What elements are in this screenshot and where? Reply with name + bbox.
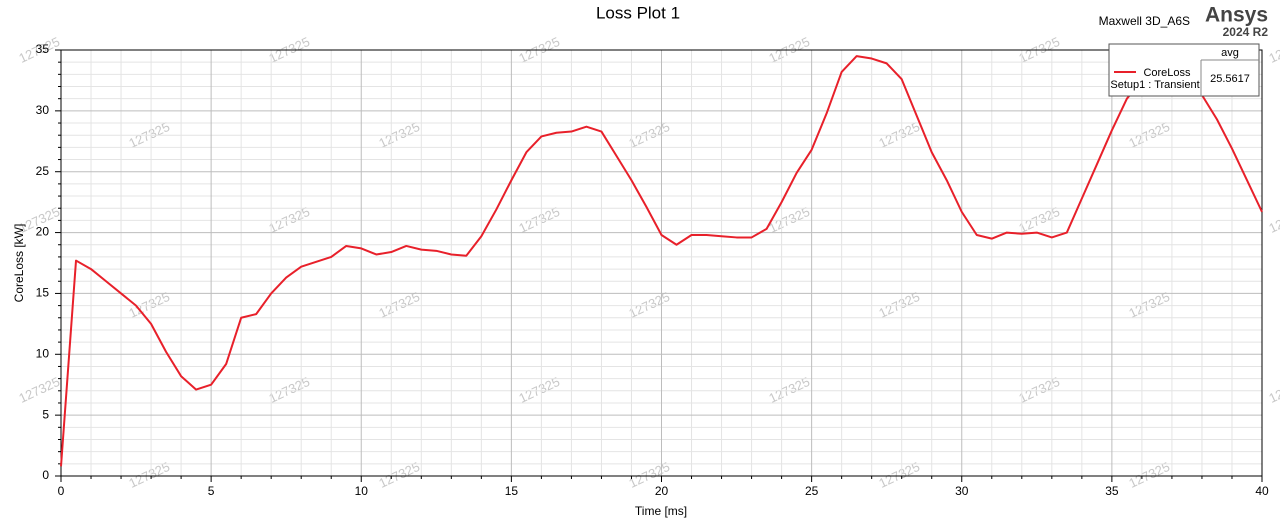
x-tick-label: 15 (505, 484, 519, 498)
y-tick-label: 10 (36, 346, 50, 360)
y-tick-label: 25 (36, 164, 50, 178)
series-line (60, 55, 1263, 467)
grid (55, 49, 1263, 482)
legend-avg: 25.5617 (1210, 73, 1250, 85)
watermark: 127325 (1266, 204, 1280, 236)
brand: Ansys (1205, 4, 1268, 27)
watermark: 127325 (16, 374, 62, 406)
y-tick-label: 15 (36, 286, 50, 300)
x-tick-label: 0 (58, 484, 65, 498)
x-tick-label: 20 (655, 484, 669, 498)
x-axis-label: Time [ms] (635, 504, 687, 518)
version: 2024 R2 (1223, 25, 1269, 39)
plot-frame (60, 49, 1263, 477)
x-tick-label: 5 (208, 484, 215, 498)
legend-setup: Setup1 : Transient (1110, 79, 1199, 91)
watermark: 127325 (1266, 34, 1280, 66)
x-tick-label: 40 (1255, 484, 1269, 498)
x-tick-label: 25 (805, 484, 819, 498)
legend-label: CoreLoss (1143, 67, 1191, 79)
y-tick-label: 0 (42, 468, 49, 482)
y-tick-label: 20 (36, 225, 50, 239)
y-tick-label: 5 (42, 407, 49, 421)
x-tick-label: 35 (1105, 484, 1119, 498)
legend-header: avg (1221, 47, 1239, 59)
x-tick-label: 30 (955, 484, 969, 498)
legend-box (1108, 43, 1260, 97)
project-name: Maxwell 3D_A6S (1099, 14, 1190, 28)
y-tick-label: 35 (36, 42, 50, 56)
x-tick-label: 10 (355, 484, 369, 498)
y-tick-label: 30 (36, 103, 50, 117)
watermark: 127325 (1266, 374, 1280, 406)
chart-title: Loss Plot 1 (596, 3, 680, 22)
y-axis-label: CoreLoss [kW] (12, 224, 26, 303)
watermarks: 127325 127325 127325 127325 127325 1273251273… (16, 34, 1280, 491)
